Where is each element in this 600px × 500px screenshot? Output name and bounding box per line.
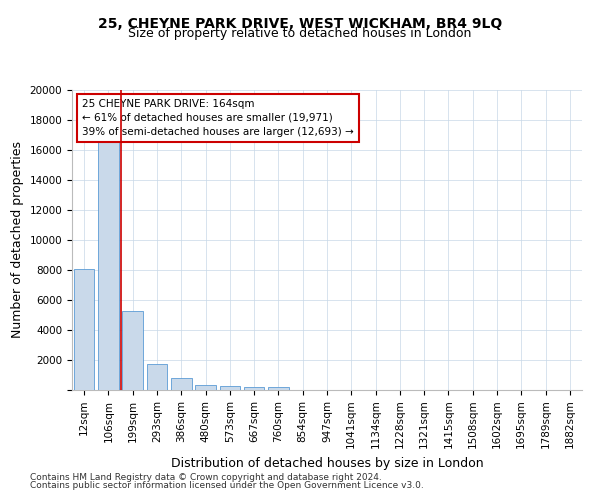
Text: Contains public sector information licensed under the Open Government Licence v3: Contains public sector information licen… bbox=[30, 481, 424, 490]
Text: Contains HM Land Registry data © Crown copyright and database right 2024.: Contains HM Land Registry data © Crown c… bbox=[30, 472, 382, 482]
Bar bbox=[268, 387, 289, 390]
Text: 25 CHEYNE PARK DRIVE: 164sqm
← 61% of detached houses are smaller (19,971)
39% o: 25 CHEYNE PARK DRIVE: 164sqm ← 61% of de… bbox=[82, 99, 354, 137]
Bar bbox=[122, 310, 143, 390]
Bar bbox=[244, 386, 265, 390]
Y-axis label: Number of detached properties: Number of detached properties bbox=[11, 142, 24, 338]
Bar bbox=[220, 386, 240, 390]
X-axis label: Distribution of detached houses by size in London: Distribution of detached houses by size … bbox=[170, 457, 484, 470]
Text: Size of property relative to detached houses in London: Size of property relative to detached ho… bbox=[128, 28, 472, 40]
Bar bbox=[98, 142, 119, 390]
Bar bbox=[74, 268, 94, 390]
Bar bbox=[146, 364, 167, 390]
Text: 25, CHEYNE PARK DRIVE, WEST WICKHAM, BR4 9LQ: 25, CHEYNE PARK DRIVE, WEST WICKHAM, BR4… bbox=[98, 18, 502, 32]
Bar bbox=[171, 378, 191, 390]
Bar bbox=[195, 385, 216, 390]
